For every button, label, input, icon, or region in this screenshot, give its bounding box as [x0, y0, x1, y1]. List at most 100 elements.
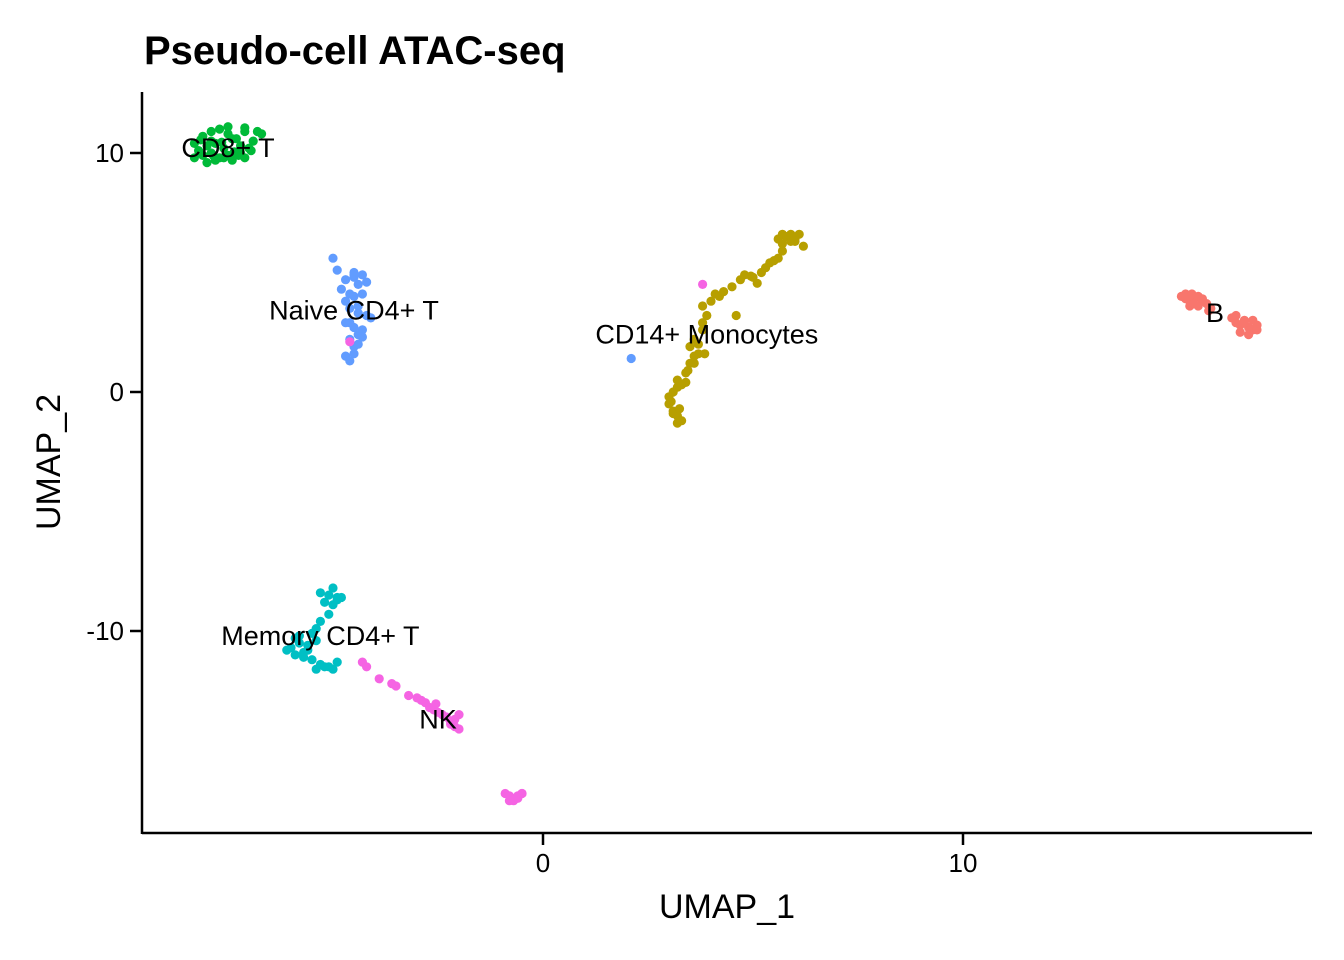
point-cd14-monocytes: [681, 377, 691, 387]
cluster-label-nk: NK: [419, 704, 457, 734]
point-b: [1239, 318, 1249, 328]
point-nk: [374, 674, 384, 684]
y-tick-label: 0: [110, 377, 124, 407]
point-b: [1235, 327, 1245, 337]
chart-title: Pseudo-cell ATAC-seq: [144, 29, 566, 73]
point-cd8-t: [208, 150, 218, 160]
point-nk: [362, 662, 372, 672]
point-memory-cd4-t: [332, 657, 342, 667]
point-cd8-t: [198, 150, 208, 160]
point-cd14-monocytes: [685, 342, 695, 352]
point-cd14-monocytes: [731, 310, 741, 321]
cluster-label-b: B: [1206, 298, 1224, 328]
point-cd14-monocytes: [746, 271, 756, 281]
point-naive-cd4-t: [336, 284, 346, 294]
point-cd8-t: [240, 123, 250, 133]
point-naive-cd4-t: [345, 303, 355, 313]
point-cd14-monocytes: [698, 301, 708, 311]
point-memory-cd4-t: [320, 597, 330, 607]
point-nk: [345, 337, 355, 347]
point-cd14-monocytes: [668, 387, 678, 397]
point-cd14-monocytes: [719, 287, 729, 297]
point-cd14-monocytes: [786, 229, 796, 239]
y-tick-label: 10: [95, 138, 124, 168]
point-cd8-t: [229, 147, 239, 157]
point-memory-cd4-t: [320, 662, 330, 672]
y-tick-label: -10: [86, 616, 124, 646]
point-cd14-monocytes: [674, 404, 685, 414]
x-tick-label: 0: [536, 848, 550, 878]
point-naive-cd4-t: [353, 308, 363, 318]
point-cd8-t: [227, 155, 237, 165]
point-memory-cd4-t: [311, 664, 321, 674]
point-memory-cd4-t: [307, 628, 317, 639]
point-b: [1244, 330, 1254, 340]
point-memory-cd4-t: [328, 600, 338, 610]
point-naive-cd4-t: [349, 291, 359, 301]
x-axis-title: UMAP_1: [659, 888, 795, 926]
point-cd8-t: [248, 136, 258, 146]
cluster-label-memory-cd4-t: Memory CD4+ T: [221, 621, 419, 651]
point-nk: [454, 724, 464, 734]
point-b: [1231, 310, 1241, 321]
point-naive-cd4-t: [362, 277, 372, 287]
point-memory-cd4-t: [315, 616, 325, 627]
point-cd14-monocytes: [693, 349, 704, 359]
point-cd8-t: [223, 122, 233, 132]
cluster-labels-layer: CD8+ T Naive CD4+ T CD14+ Monocytes B Memory…: [181, 133, 1224, 734]
point-memory-cd4-t: [315, 588, 325, 598]
point-naive-cd4-t: [626, 353, 636, 364]
point-cd8-t: [215, 124, 225, 134]
point-naive-cd4-t: [345, 318, 355, 328]
point-cd8-t: [202, 158, 212, 168]
point-b: [1252, 325, 1262, 335]
point-naive-cd4-t: [341, 296, 351, 306]
cluster-label-cd8-t: CD8+ T: [181, 133, 274, 163]
point-cd8-t: [189, 153, 199, 163]
point-memory-cd4-t: [328, 664, 338, 674]
point-naive-cd4-t: [332, 265, 342, 275]
point-naive-cd4-t: [341, 275, 351, 285]
point-memory-cd4-t: [282, 645, 292, 655]
point-b: [1204, 306, 1214, 316]
point-cd8-t: [206, 126, 216, 137]
point-cd14-monocytes: [689, 358, 699, 368]
point-memory-cd4-t: [307, 655, 317, 665]
point-cd14-monocytes: [706, 296, 716, 306]
y-ticks: -10 0 10: [86, 138, 142, 646]
point-cd8-t: [227, 134, 237, 144]
point-cd8-t: [217, 137, 227, 147]
point-cd14-monocytes: [668, 408, 678, 419]
point-cd8-t: [196, 135, 206, 145]
point-naive-cd4-t: [357, 289, 367, 299]
point-memory-cd4-t: [324, 590, 334, 600]
point-nk: [698, 279, 708, 289]
point-cd14-monocytes: [777, 246, 788, 256]
point-cd14-monocytes: [666, 397, 676, 407]
point-cd14-monocytes: [698, 325, 708, 335]
point-nk: [391, 681, 401, 691]
point-b: [1193, 301, 1203, 311]
point-cd14-monocytes: [672, 418, 683, 428]
point-cd8-t: [246, 146, 256, 156]
point-cd14-monocytes: [702, 310, 712, 321]
point-naive-cd4-t: [353, 301, 363, 311]
point-nk: [454, 710, 464, 720]
point-memory-cd4-t: [294, 631, 304, 641]
point-naive-cd4-t: [357, 325, 367, 335]
point-cd8-t: [219, 153, 229, 163]
point-naive-cd4-t: [357, 270, 367, 280]
point-naive-cd4-t: [357, 332, 367, 342]
point-memory-cd4-t: [311, 636, 321, 646]
x-ticks: 0 10: [536, 833, 977, 878]
point-naive-cd4-t: [328, 253, 338, 263]
point-cd14-monocytes: [790, 236, 800, 246]
points-layer: [189, 122, 1262, 806]
point-naive-cd4-t: [349, 267, 359, 278]
point-naive-cd4-t: [366, 313, 376, 323]
point-cd14-monocytes: [683, 365, 693, 376]
point-nk: [431, 699, 441, 709]
point-b: [1248, 315, 1258, 325]
point-cd14-monocytes: [773, 253, 783, 263]
